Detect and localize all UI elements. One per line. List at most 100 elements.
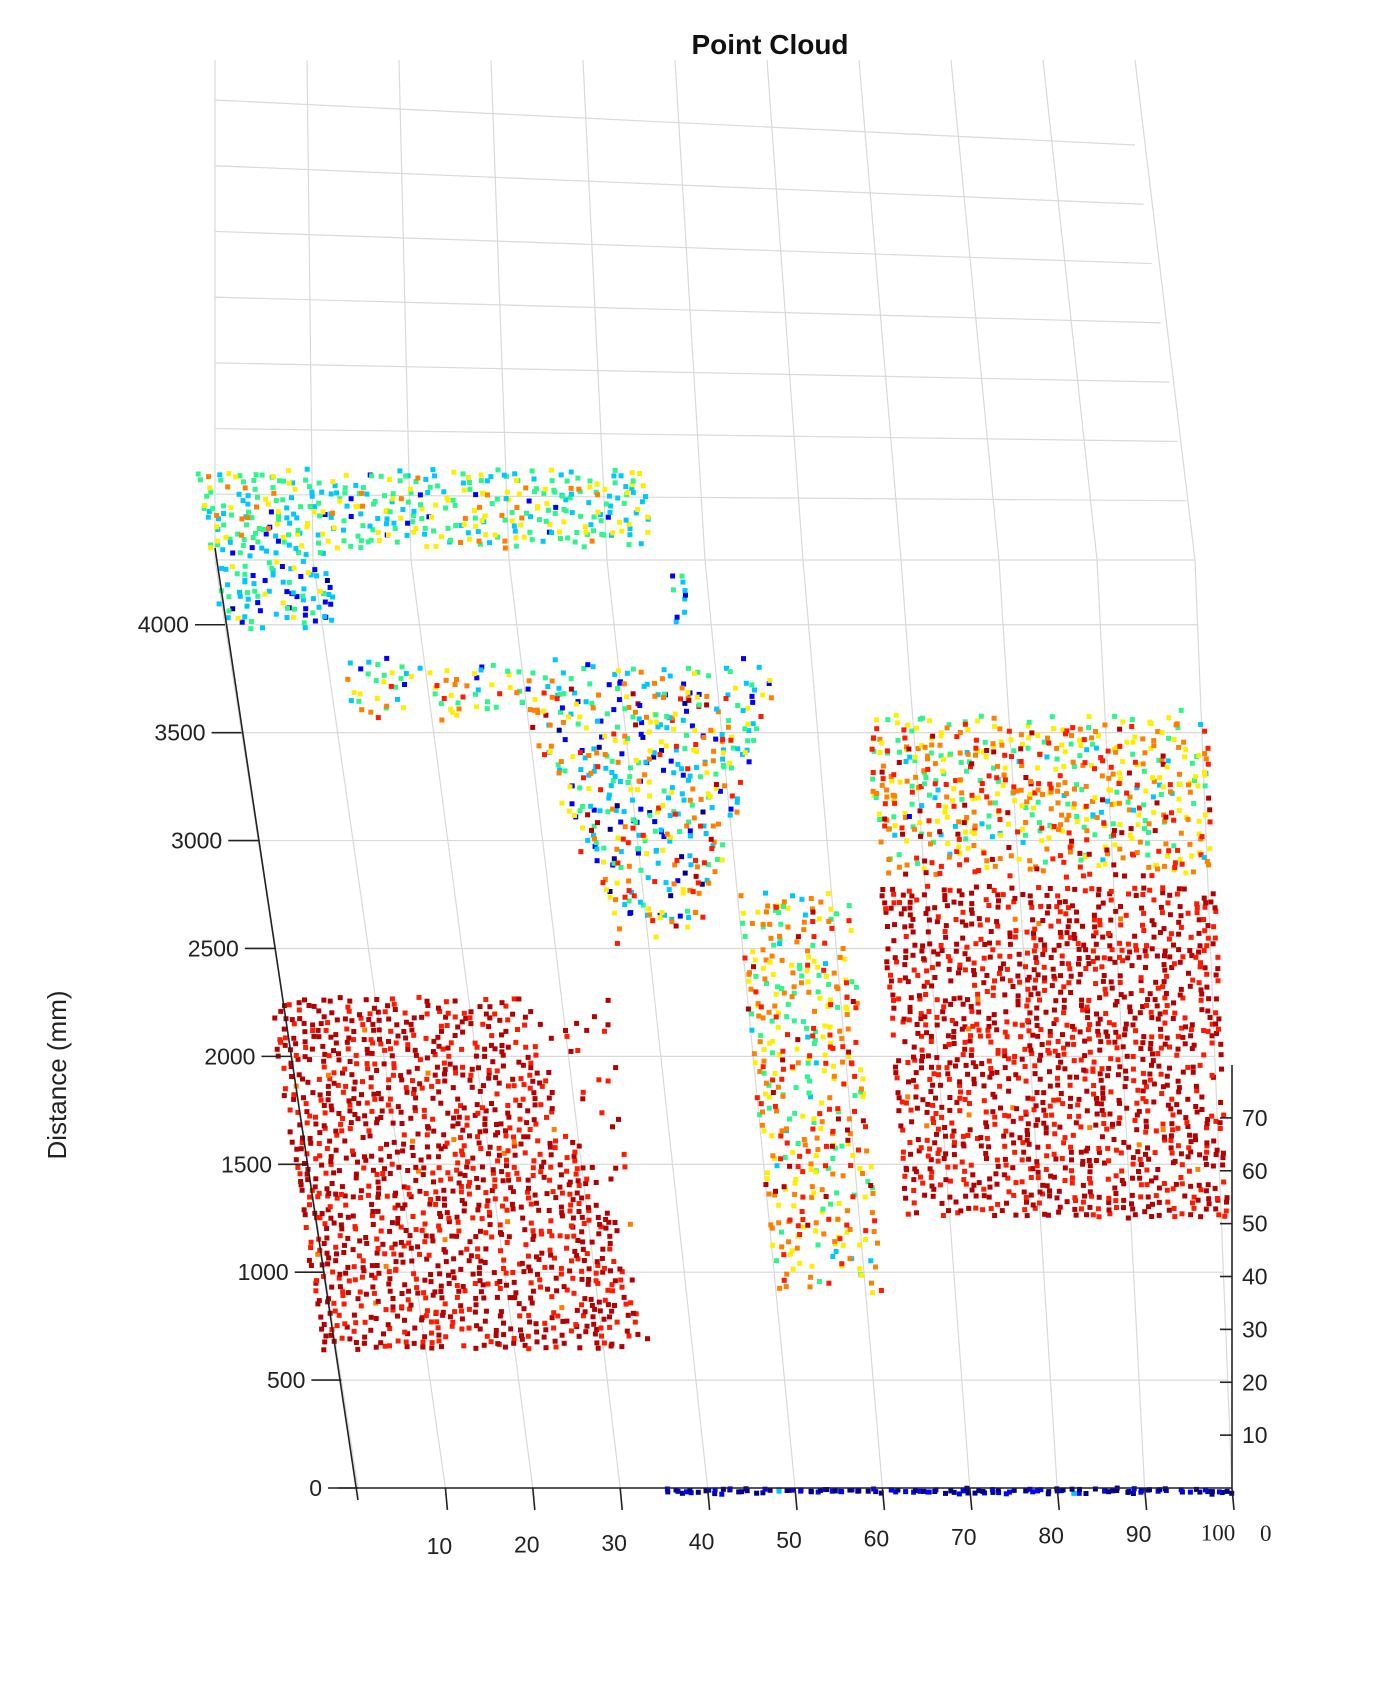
point	[675, 811, 681, 817]
point	[1071, 764, 1077, 769]
point	[1038, 1052, 1044, 1058]
point	[970, 796, 976, 802]
point	[897, 749, 902, 755]
point	[642, 838, 648, 844]
point	[565, 535, 571, 541]
point	[420, 1210, 426, 1216]
point	[389, 499, 395, 505]
point	[586, 753, 592, 758]
point	[248, 626, 254, 632]
point	[827, 1032, 833, 1038]
point	[390, 1307, 396, 1313]
point	[911, 1054, 916, 1060]
point	[463, 1015, 469, 1021]
point	[307, 1057, 312, 1063]
point	[1164, 764, 1170, 770]
point	[921, 781, 927, 787]
point	[489, 682, 495, 688]
point	[835, 1106, 841, 1112]
point	[595, 1263, 601, 1268]
point	[1047, 886, 1053, 891]
point	[563, 1028, 568, 1033]
point	[1060, 1101, 1066, 1107]
point	[1093, 930, 1099, 936]
point	[331, 1070, 337, 1076]
point	[1036, 921, 1042, 926]
point	[946, 854, 952, 860]
y-tick-label: 1500	[221, 1151, 272, 1177]
point	[919, 1065, 924, 1071]
point	[1177, 781, 1183, 787]
point	[862, 1194, 868, 1200]
point	[981, 980, 987, 986]
point	[1061, 1010, 1067, 1016]
point	[980, 1489, 986, 1494]
point	[1150, 1051, 1155, 1057]
point	[711, 748, 717, 754]
point	[1162, 863, 1167, 869]
point	[317, 1092, 323, 1098]
point	[687, 887, 693, 893]
point	[827, 1024, 833, 1030]
point	[293, 546, 299, 552]
point	[341, 538, 347, 544]
point	[1092, 766, 1097, 772]
point	[946, 1076, 952, 1082]
point	[278, 1008, 284, 1014]
point	[739, 1489, 745, 1495]
point	[334, 1251, 339, 1257]
point	[551, 1325, 557, 1331]
point	[995, 940, 1001, 946]
point	[229, 564, 235, 570]
point	[270, 485, 276, 490]
point	[1108, 787, 1113, 793]
point	[610, 1288, 616, 1294]
point	[1212, 1185, 1218, 1191]
point	[1046, 1050, 1052, 1056]
point	[307, 484, 312, 490]
point	[830, 1171, 836, 1177]
point	[479, 1164, 485, 1170]
point	[644, 851, 650, 857]
point	[986, 813, 992, 819]
point	[563, 497, 569, 503]
point	[896, 852, 902, 858]
point	[1144, 840, 1150, 846]
point	[951, 1142, 957, 1148]
point	[1090, 798, 1095, 804]
point	[227, 539, 233, 545]
point	[369, 1050, 375, 1056]
point	[967, 1038, 973, 1044]
point	[1087, 1049, 1093, 1055]
point	[627, 532, 633, 538]
point	[430, 1170, 436, 1176]
point	[475, 1207, 481, 1213]
point	[398, 1252, 404, 1258]
point	[570, 1197, 576, 1203]
point	[1000, 892, 1006, 898]
point	[1157, 775, 1163, 781]
point	[446, 1281, 452, 1286]
point	[374, 1068, 380, 1073]
point	[740, 708, 746, 714]
point	[879, 893, 885, 899]
point	[328, 1103, 334, 1109]
point	[358, 545, 364, 551]
point	[1132, 885, 1138, 891]
point	[1086, 714, 1092, 719]
point	[1198, 722, 1204, 727]
point	[392, 1007, 398, 1012]
point	[615, 495, 621, 501]
point	[492, 1046, 498, 1052]
point	[1044, 892, 1050, 898]
point	[490, 1170, 496, 1176]
point	[1081, 824, 1087, 830]
point	[1080, 762, 1086, 768]
point	[800, 1169, 806, 1175]
point	[494, 1068, 500, 1074]
point	[490, 1167, 496, 1173]
point	[545, 507, 551, 513]
point	[584, 1323, 590, 1329]
point	[574, 1166, 580, 1172]
point	[1154, 800, 1160, 806]
